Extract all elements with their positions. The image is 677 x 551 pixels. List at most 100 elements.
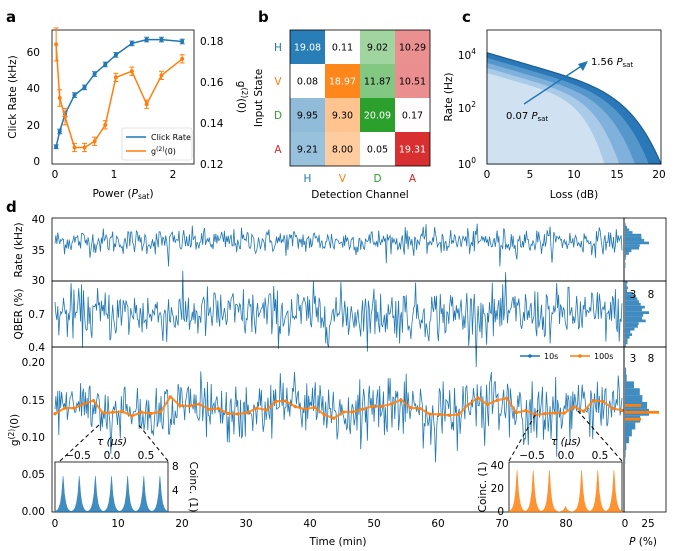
panel-label-c: c: [462, 8, 471, 26]
a-point: [103, 122, 108, 127]
b-col-label: H: [304, 173, 312, 185]
d-hist-bar-1: [625, 311, 649, 314]
c-ytick: 102: [458, 100, 476, 115]
b-cell: [290, 64, 325, 98]
d-rate-ytick: 35: [32, 245, 45, 257]
b-cell-value: 0.11: [332, 43, 353, 54]
d-xtick: 20: [175, 518, 188, 530]
d-xtick: 70: [495, 518, 508, 530]
d-hist-bar-1: [625, 308, 642, 312]
c-curve-line: [486, 52, 662, 165]
d-xlabel: Time (min): [308, 536, 366, 548]
b-row-label: A: [274, 144, 282, 156]
b-col-label: A: [409, 173, 417, 185]
d-inset-right-connector: [576, 409, 623, 462]
d-hist-bar-1: [625, 322, 639, 325]
b-ylabel: Input State: [253, 69, 265, 127]
a-point: [144, 102, 149, 107]
d-inset-left-connector: [59, 423, 101, 462]
d-hist-bar-1: [625, 292, 633, 295]
a-point: [57, 129, 62, 134]
b-cell: [395, 98, 430, 132]
a-xlabel: Power (Psat): [92, 188, 153, 201]
b-cell-value: 0.08: [297, 77, 318, 88]
c-ylabel: Rate (Hz): [443, 72, 455, 121]
b-cell-value: 9.02: [367, 43, 388, 54]
d-hist-bar-0: [625, 233, 642, 237]
d-xtick: 10: [111, 518, 124, 530]
d-hist-bar-2: [625, 367, 627, 375]
a-y2tick: 0.14: [200, 118, 224, 130]
a-point: [82, 85, 87, 90]
b-row-label: D: [274, 110, 282, 122]
d-hist-bar-0: [625, 228, 630, 232]
d-hist-bar-1: [625, 303, 641, 306]
b-cell: [325, 98, 360, 132]
a-legend: Click Rate g(2)(0): [121, 127, 193, 161]
panel-b-heatmap: 19.08 0.11 9.02 10.29 0.08 18.97 11.87 10.51 9.9…: [253, 29, 431, 201]
a-ytick: 20: [27, 120, 40, 132]
a-point: [54, 144, 59, 149]
d-hist-bar-1: [625, 336, 630, 339]
d-xtick: 0: [52, 518, 59, 530]
d-hist-bar-0: [625, 239, 645, 242]
d-series-2: [54, 371, 623, 463]
a-legend-g2: g(2)(0): [151, 146, 176, 156]
d-inset-left-ylabel: Coinc. (1): [187, 462, 199, 513]
d-inset-right-frame: [508, 461, 623, 513]
a-y2label: g(2)(0): [235, 81, 249, 113]
d-hist-bar-0: [625, 257, 626, 260]
d-hist-bar-1: [625, 283, 627, 287]
d-hist-bar-1: [625, 333, 633, 336]
b-xlabel: Detection Channel: [311, 189, 408, 201]
d-hist-bar-1: [625, 314, 644, 317]
d-g2-ytick: 0.10: [22, 432, 45, 444]
d-g2-ytick: 0.00: [22, 506, 45, 518]
panel-b-frame: [289, 29, 431, 167]
d-hist-bar-0: [625, 246, 640, 250]
d-rate-frame: [51, 217, 625, 282]
c-area-curve-0: [487, 73, 605, 164]
d-hist-bar-2: [625, 450, 626, 457]
d-xtick: 30: [239, 518, 252, 530]
d-hist-bar-0: [625, 252, 629, 255]
d-xtick: 50: [367, 518, 380, 530]
d-qber-ylabel: QBER (%): [13, 289, 25, 340]
d-inset-left-title: τ (μs): [97, 436, 127, 448]
d-inset-left-ytick: 4: [172, 485, 179, 497]
d-hist-bar-0: [625, 225, 627, 229]
d-hist-avg-bar: [625, 417, 641, 421]
d-hist-bar-0: [625, 231, 633, 234]
c-arrow-head: [578, 61, 588, 71]
c-ytick: 104: [458, 47, 476, 62]
d-series-1: [54, 270, 623, 368]
b-col-label: V: [339, 173, 347, 185]
b-cell-value: 11.87: [364, 77, 391, 88]
a-point: [180, 39, 185, 44]
d-inset-right-connector: [508, 409, 539, 462]
b-cell-value: 8.00: [332, 145, 353, 156]
panel-a-chart: 0 20 40 60 0.12 0.14 0.16 0.18 0 1 2 Pow…: [7, 27, 249, 201]
d-hist-bar-1: [625, 316, 642, 320]
d-legend-100s: 100s: [594, 352, 613, 361]
d-inset-right-ytick: 40: [491, 460, 504, 472]
c-xtick: 10: [567, 169, 580, 181]
d-hist-bar-0: [625, 249, 632, 253]
d-g2-ytick: 0.20: [22, 357, 45, 369]
a-point: [129, 41, 134, 46]
a-point: [159, 73, 164, 78]
a-point: [113, 75, 118, 80]
d-inset-left: −0.5 0.0 0.5 τ (μs) 4 8 Coinc. (1): [54, 423, 199, 513]
inset-left-marks-trace: [54, 476, 169, 513]
a-y2tick: 0.12: [200, 159, 223, 171]
c-xtick: 15: [610, 169, 623, 181]
d-inset-right-xtick: 0.0: [558, 450, 575, 462]
a-point: [82, 145, 87, 150]
a-point: [57, 96, 62, 101]
d-hist-bar-2: [625, 436, 630, 444]
b-cell: [395, 30, 430, 64]
d-rate-ytick: 40: [32, 214, 45, 226]
d-hist-xlabel: P (%): [629, 536, 657, 548]
b-cell: [360, 132, 395, 166]
d-hist-inner-tick: 8: [648, 353, 655, 365]
